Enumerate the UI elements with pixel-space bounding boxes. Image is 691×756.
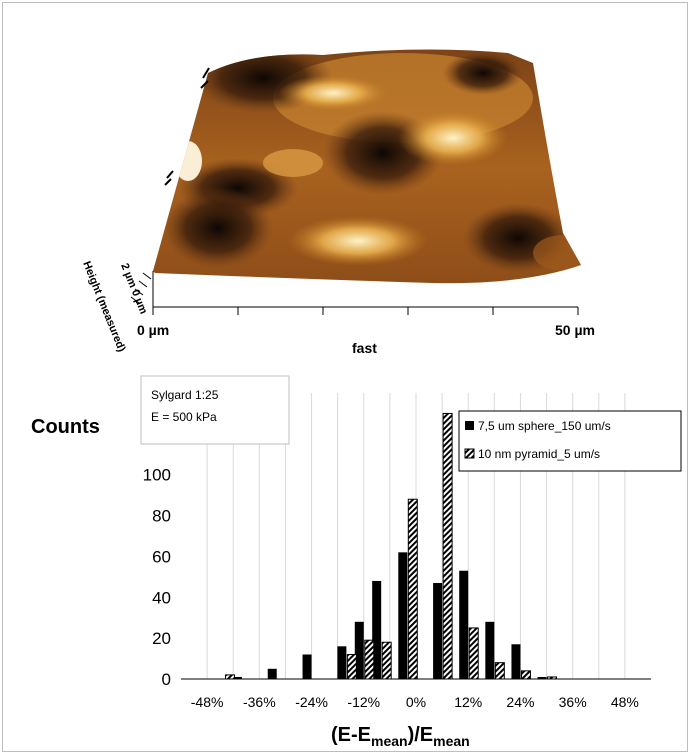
bar-sphere	[302, 654, 312, 679]
afm-z-axis-label: Height (measured)	[80, 260, 127, 354]
bar-pyramid	[494, 662, 505, 680]
legend-label-sphere: 7,5 um sphere_150 um/s	[478, 419, 611, 433]
x-tick-label: 12%	[454, 694, 482, 710]
y-tick-label: 60	[152, 547, 171, 566]
bar-pyramid	[407, 498, 418, 680]
bar-pyramid	[381, 641, 392, 680]
bar-sphere	[433, 582, 443, 679]
bar-sphere	[337, 646, 347, 679]
afm-x-start-label: 0 µm	[137, 322, 169, 338]
bar-sphere	[485, 621, 495, 679]
afm-z-axis: 2 µm 0 µm Height (measured)	[80, 260, 152, 354]
bar-pyramid	[468, 627, 479, 680]
bar-pyramid	[346, 653, 357, 680]
x-tick-label: 36%	[559, 694, 587, 710]
annotation-line-1: Sylgard 1:25	[151, 388, 219, 402]
y-tick-label: 20	[152, 629, 171, 648]
x-tick-label: 48%	[611, 694, 639, 710]
x-tick-label: -36%	[243, 694, 276, 710]
y-tick-label: 40	[152, 588, 171, 607]
bar-sphere	[537, 676, 547, 679]
afm-z-scale-label: 2 µm 0 µm	[118, 262, 149, 316]
x-tick-labels: -48% -36% -24% -12% 0% 12% 24% 36% 48%	[191, 694, 639, 710]
y-tick-label: 0	[162, 670, 171, 689]
histogram-chart: 020406080100120140 -48%-36%-24%-12%0%12%…	[31, 375, 682, 749]
afm-x-end-label: 50 µm	[555, 322, 595, 338]
bar-sphere	[459, 570, 469, 679]
x-axis-label: (E-Emean)/Emean	[331, 724, 470, 749]
x-tick-label: -48%	[191, 694, 224, 710]
legend-swatch-pyramid	[464, 448, 475, 459]
bar-sphere	[398, 552, 408, 679]
x-tick-label: -12%	[347, 694, 380, 710]
x-tick-label: 0%	[406, 694, 426, 710]
bar-sphere	[267, 668, 277, 679]
bar-pyramid	[442, 412, 453, 680]
x-tick-label: 24%	[506, 694, 534, 710]
bar-sphere	[354, 621, 364, 679]
y-tick-label: 80	[152, 507, 171, 526]
y-tick-label: 100	[143, 466, 171, 485]
bar-sphere	[372, 580, 382, 679]
legend-label-pyramid: 10 nm pyramid_5 um/s	[478, 447, 600, 461]
afm-x-axis-label: fast	[352, 340, 377, 356]
x-tick-label: -24%	[295, 694, 328, 710]
figure-canvas: 0 µm 50 µm fast 2 µm 0 µm Height (measur…	[31, 49, 682, 749]
series-sphere-bars	[232, 552, 547, 679]
bar-sphere	[232, 676, 242, 679]
legend-swatch-sphere	[465, 421, 474, 430]
bar-sphere	[511, 644, 521, 679]
y-axis-label: Counts	[31, 416, 100, 438]
afm-surface-image	[153, 49, 581, 284]
legend: 7,5 um sphere_150 um/s 10 nm pyramid_5 u…	[458, 410, 682, 472]
bar-pyramid	[225, 674, 236, 680]
bar-pyramid	[520, 670, 531, 680]
annotation-line-2: E = 500 kPa	[151, 410, 217, 424]
annotation-box: Sylgard 1:25 E = 500 kPa	[140, 375, 290, 445]
bar-pyramid	[364, 639, 375, 680]
afm-x-axis: 0 µm 50 µm fast	[137, 271, 595, 356]
